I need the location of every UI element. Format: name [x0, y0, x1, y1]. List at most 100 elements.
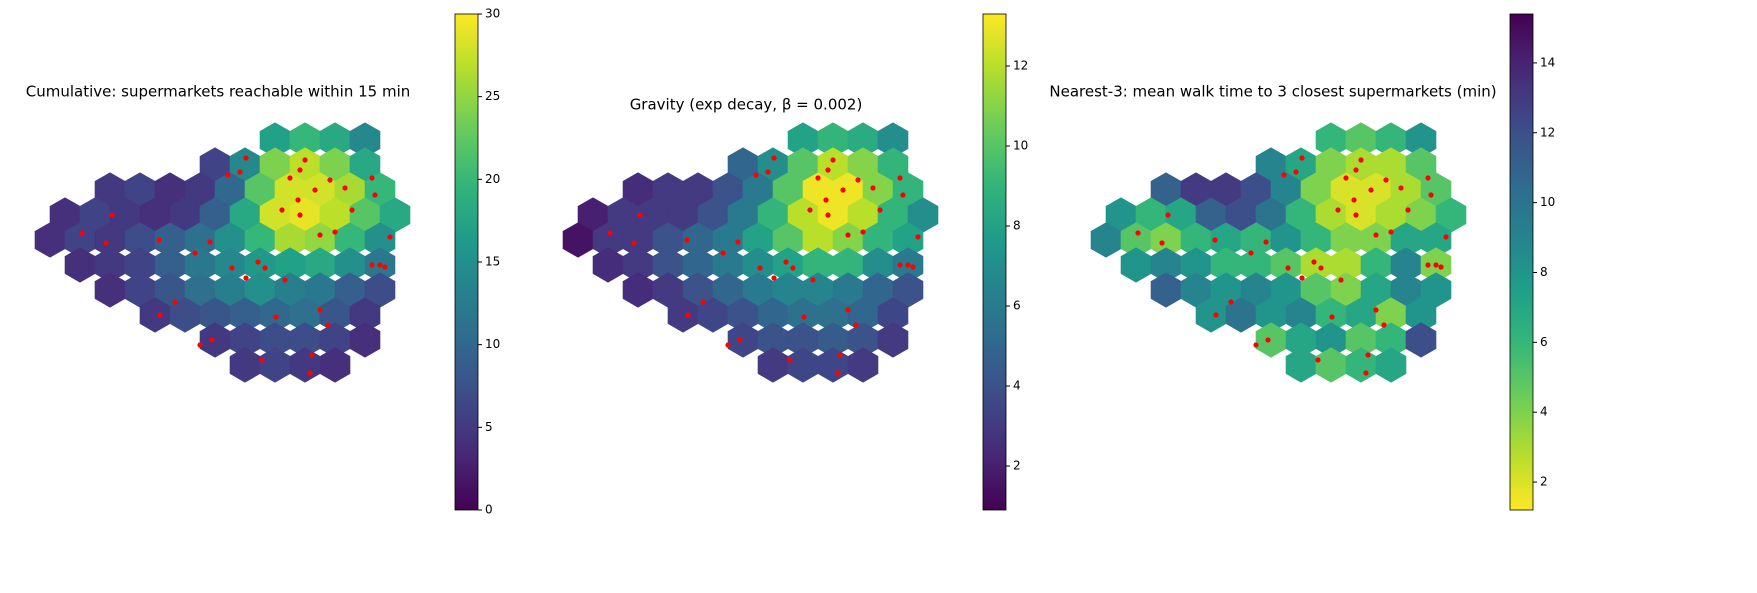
- supermarket: [685, 312, 691, 318]
- supermarket: [1428, 192, 1434, 198]
- colorbar-tick-label: 6: [1013, 299, 1021, 313]
- supermarket: [1358, 157, 1364, 163]
- colorbar-tick-label: 5: [485, 420, 493, 434]
- supermarket: [1213, 312, 1219, 318]
- supermarket: [840, 187, 846, 193]
- supermarket: [735, 239, 741, 245]
- hex-cell: [592, 247, 624, 283]
- supermarket: [825, 212, 831, 218]
- hex-cell: [1255, 322, 1287, 358]
- colorbar-tick-label: 12: [1540, 125, 1555, 139]
- supermarket: [1398, 185, 1404, 191]
- supermarket: [1135, 230, 1141, 236]
- hex-cell: [847, 347, 879, 383]
- supermarket: [295, 197, 301, 203]
- hex-cell: [817, 347, 849, 383]
- supermarket: [845, 307, 851, 313]
- supermarket: [1363, 370, 1369, 376]
- supermarket: [637, 212, 643, 218]
- supermarket: [1405, 207, 1411, 213]
- colorbar-tick-label: 0: [485, 503, 493, 517]
- supermarket: [801, 314, 807, 320]
- supermarket: [815, 175, 821, 181]
- hex-cell: [229, 347, 261, 383]
- supermarket: [1353, 212, 1359, 218]
- supermarket: [342, 185, 348, 191]
- colorbar-tick-label: 4: [1013, 379, 1021, 393]
- hex-cell: [319, 347, 351, 383]
- supermarket: [243, 275, 249, 281]
- supermarket: [837, 352, 843, 358]
- hex-cell: [349, 322, 381, 358]
- supermarket: [1373, 232, 1379, 238]
- supermarket: [1212, 237, 1218, 243]
- supermarket: [765, 169, 771, 175]
- supermarket: [807, 207, 813, 213]
- chart-title: Gravity (exp decay, β = 0.002): [630, 96, 863, 114]
- hex-cell: [877, 322, 909, 358]
- supermarket: [307, 370, 313, 376]
- supermarket: [1425, 175, 1431, 181]
- supermarket: [377, 262, 383, 268]
- supermarket: [1318, 265, 1324, 271]
- supermarket: [1299, 155, 1305, 161]
- supermarket: [369, 262, 375, 268]
- supermarket: [1433, 262, 1439, 268]
- hex-cell: [289, 347, 321, 383]
- supermarket: [1253, 342, 1259, 348]
- supermarket: [317, 307, 323, 313]
- supermarket: [700, 299, 706, 305]
- supermarket: [684, 237, 690, 243]
- supermarket: [287, 175, 293, 181]
- supermarket: [1228, 299, 1234, 305]
- supermarket: [103, 240, 109, 246]
- colorbar-tick-label: 8: [1013, 219, 1021, 233]
- supermarket: [273, 314, 279, 320]
- supermarket: [382, 264, 388, 270]
- supermarket: [157, 312, 163, 318]
- supermarket: [1425, 262, 1431, 268]
- hex-cell: [787, 347, 819, 383]
- hex-cell: [1285, 347, 1317, 383]
- supermarket: [771, 275, 777, 281]
- supermarket: [835, 370, 841, 376]
- supermarket: [910, 264, 916, 270]
- supermarket: [297, 212, 303, 218]
- supermarket: [1159, 240, 1165, 246]
- supermarket: [1381, 322, 1387, 328]
- supermarket: [1265, 337, 1271, 343]
- colorbar-tick-label: 12: [1013, 59, 1028, 73]
- supermarket: [771, 155, 777, 161]
- supermarket: [237, 169, 243, 175]
- colorbar-tick-label: 20: [485, 172, 500, 186]
- supermarket: [855, 177, 861, 183]
- supermarket: [607, 230, 613, 236]
- panel: Nearest-3: mean walk time to 3 closest s…: [1049, 13, 1555, 511]
- hex-cell: [1315, 347, 1347, 383]
- supermarket: [870, 185, 876, 191]
- supermarket: [325, 322, 331, 328]
- supermarket: [282, 277, 288, 283]
- hex-cell: [727, 322, 759, 358]
- supermarket: [229, 265, 235, 271]
- supermarket: [915, 234, 921, 240]
- supermarket: [1373, 307, 1379, 313]
- supermarket: [1315, 357, 1321, 363]
- supermarket: [309, 352, 315, 358]
- hex-cell: [94, 272, 126, 308]
- supermarket: [262, 265, 268, 271]
- colorbar-tick-label: 4: [1540, 405, 1548, 419]
- hex-cell: [1345, 347, 1377, 383]
- supermarket: [197, 342, 203, 348]
- supermarket: [1285, 265, 1291, 271]
- supermarket: [1365, 352, 1371, 358]
- hex-cell: [1375, 347, 1407, 383]
- supermarket: [720, 250, 726, 256]
- hex-cell: [64, 247, 96, 283]
- supermarket: [853, 322, 859, 328]
- supermarket: [1263, 239, 1269, 245]
- supermarket: [810, 277, 816, 283]
